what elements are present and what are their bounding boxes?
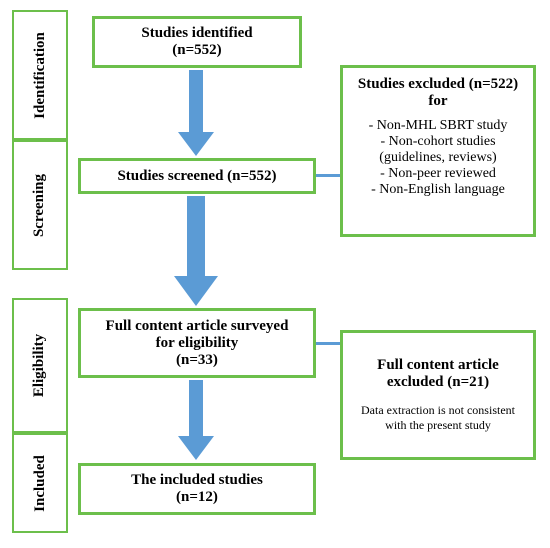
connector-line — [316, 174, 340, 177]
stage-label: Included — [32, 455, 49, 512]
side-title: Studies excluded (n=522) — [349, 76, 527, 93]
stage-eligibility: Eligibility — [12, 298, 68, 433]
list-item: Non-peer reviewed — [349, 166, 527, 182]
stage-label: Eligibility — [32, 334, 49, 397]
list-item: Non-cohort studies (guidelines, reviews) — [349, 134, 527, 166]
box-excluded-fulltext: Full content article excluded (n=21) Dat… — [340, 330, 536, 460]
arrow-down-icon — [178, 70, 214, 156]
flow-text: Full content article surveyed — [106, 318, 289, 335]
exclusion-list: Non-MHL SBRT study Non-cohort studies (g… — [349, 118, 527, 198]
box-excluded-screening: Studies excluded (n=522) for Non-MHL SBR… — [340, 65, 536, 237]
side-note: Data extraction is not consistent with t… — [349, 403, 527, 433]
box-identified: Studies identified (n=552) — [92, 16, 302, 68]
flow-text: (n=552) — [172, 42, 221, 59]
stage-label: Identification — [32, 32, 49, 119]
flow-text: Studies identified — [141, 25, 252, 42]
list-item: Non-MHL SBRT study — [349, 118, 527, 134]
list-item: Non-English language — [349, 182, 527, 198]
flow-text: for eligibility — [156, 335, 239, 352]
arrow-down-icon — [174, 196, 218, 306]
stage-screening: Screening — [12, 140, 68, 270]
stage-identification: Identification — [12, 10, 68, 140]
arrow-down-icon — [178, 380, 214, 460]
flow-text: (n=33) — [176, 352, 218, 369]
flow-text: The included studies — [131, 472, 263, 489]
flow-text: Studies screened (n=552) — [117, 168, 276, 185]
stage-label: Screening — [32, 173, 49, 236]
side-title: Full content article excluded (n=21) — [349, 357, 527, 391]
stage-included: Included — [12, 433, 68, 533]
side-subtitle: for — [349, 93, 527, 110]
box-eligibility: Full content article surveyed for eligib… — [78, 308, 316, 378]
flow-text: (n=12) — [176, 489, 218, 506]
box-screened: Studies screened (n=552) — [78, 158, 316, 194]
connector-line — [316, 342, 340, 345]
box-included: The included studies (n=12) — [78, 463, 316, 515]
